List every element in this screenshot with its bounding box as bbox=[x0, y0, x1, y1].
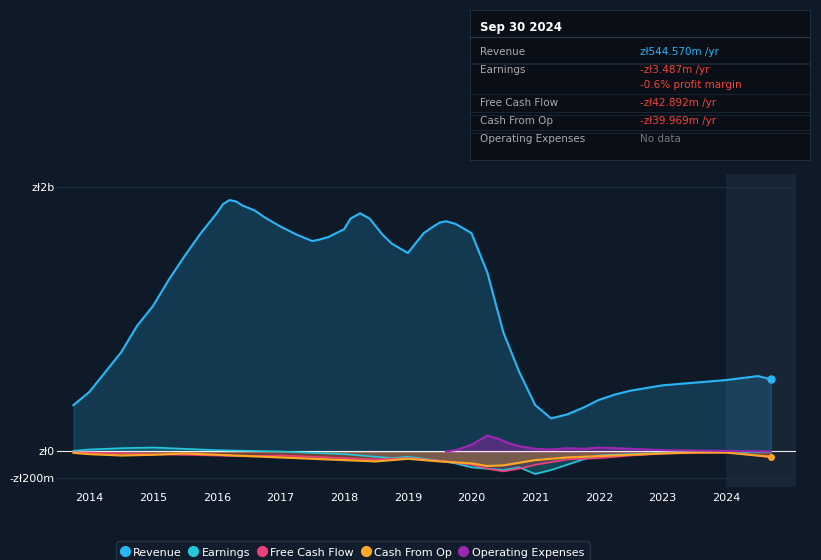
Text: Operating Expenses: Operating Expenses bbox=[480, 134, 585, 144]
Text: Sep 30 2024: Sep 30 2024 bbox=[480, 21, 562, 34]
Text: -zł39.969m /yr: -zł39.969m /yr bbox=[640, 116, 716, 126]
Text: -zł3.487m /yr: -zł3.487m /yr bbox=[640, 65, 709, 75]
Text: Cash From Op: Cash From Op bbox=[480, 116, 553, 126]
Text: zł544.570m /yr: zł544.570m /yr bbox=[640, 47, 719, 57]
Legend: Revenue, Earnings, Free Cash Flow, Cash From Op, Operating Expenses: Revenue, Earnings, Free Cash Flow, Cash … bbox=[117, 542, 589, 560]
Text: Revenue: Revenue bbox=[480, 47, 525, 57]
Text: -0.6% profit margin: -0.6% profit margin bbox=[640, 80, 741, 90]
Text: Free Cash Flow: Free Cash Flow bbox=[480, 98, 558, 108]
Text: Earnings: Earnings bbox=[480, 65, 525, 75]
Text: -zł42.892m /yr: -zł42.892m /yr bbox=[640, 98, 716, 108]
Text: No data: No data bbox=[640, 134, 681, 144]
Bar bbox=[727, 174, 796, 487]
